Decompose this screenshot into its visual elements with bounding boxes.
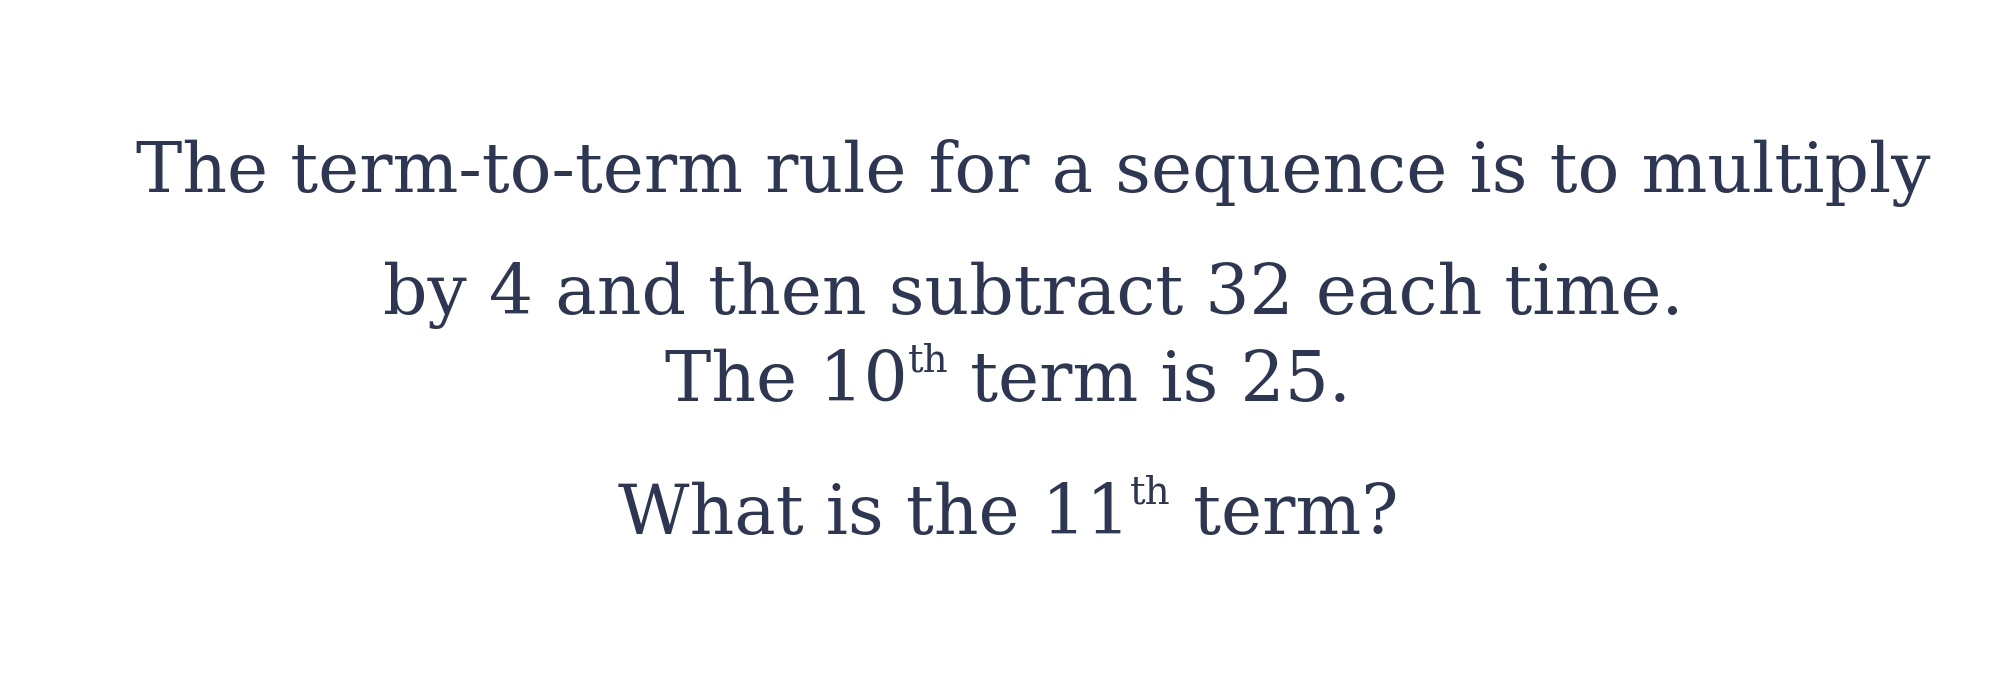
Text: The term-to-term rule for a sequence is to multiply: The term-to-term rule for a sequence is … <box>135 139 1931 207</box>
Text: th: th <box>907 342 948 379</box>
Text: term?: term? <box>1171 482 1399 548</box>
Text: What is the 11: What is the 11 <box>617 482 1131 548</box>
Text: by 4 and then subtract 32 each time.: by 4 and then subtract 32 each time. <box>383 261 1683 329</box>
Text: term is 25.: term is 25. <box>948 349 1351 415</box>
Text: th: th <box>1131 475 1171 512</box>
Text: The 10: The 10 <box>665 349 907 415</box>
